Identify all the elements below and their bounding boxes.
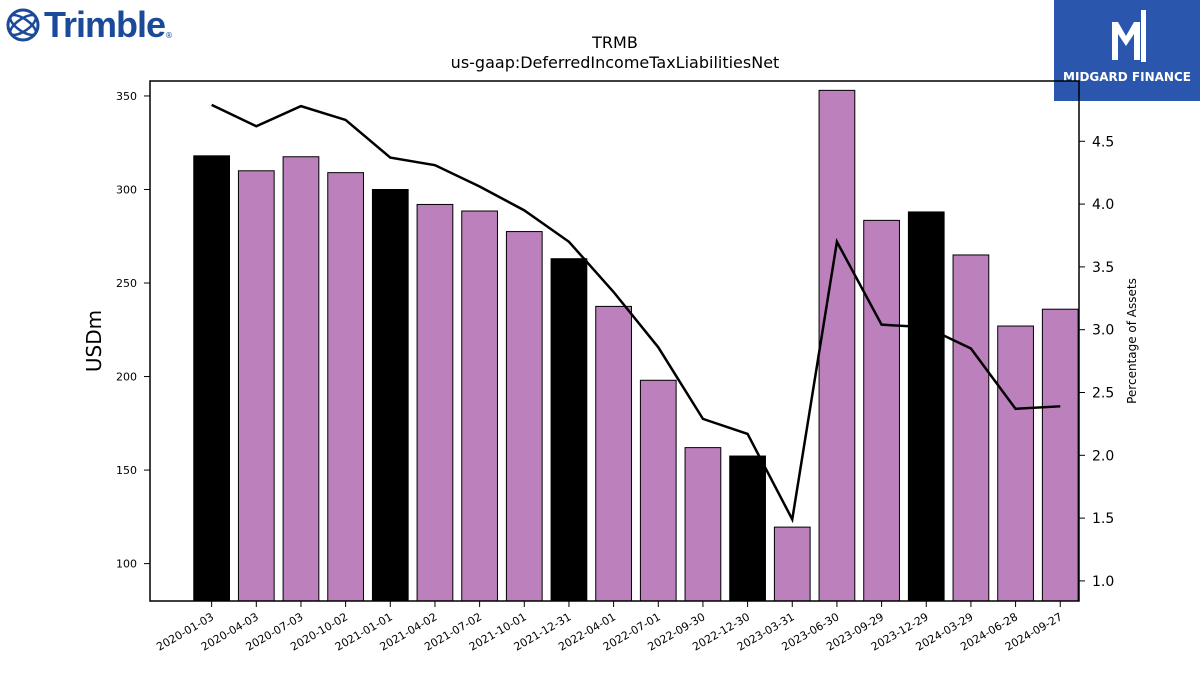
bar-2023-03-31 (773, 526, 811, 602)
bar-2022-12-30 (729, 455, 766, 602)
y2-axis-label: Percentage of Assets (1125, 278, 1139, 404)
y-tick-label: 150 (116, 464, 137, 477)
left-axis: 100 150 200 250 300 350 (116, 90, 150, 571)
y2-tick-label: 3.5 (1092, 260, 1114, 276)
y-tick-label: 100 (116, 558, 137, 571)
bar-2024-09-27 (1041, 308, 1079, 602)
globe-icon (6, 8, 40, 42)
bar-2023-09-29 (863, 219, 900, 602)
y-tick-label: 250 (116, 277, 137, 290)
bar-2024-06-28 (997, 325, 1034, 602)
y2-tick-label: 1.5 (1092, 511, 1114, 527)
bar-2020-01-03 (193, 155, 231, 602)
x-axis: 2020-01-032020-04-032020-07-032020-10-02… (154, 601, 1065, 654)
company-logo: Trimble ® (6, 6, 173, 44)
midgard-monogram-icon (1112, 10, 1146, 62)
chart-subtitle: us-gaap:DeferredIncomeTaxLiabilitiesNet (450, 53, 780, 72)
registered-mark: ® (165, 31, 174, 40)
watermark-text: MIDGARD FINANCE (1063, 70, 1191, 84)
watermark-badge: MIDGARD FINANCE (1054, 0, 1200, 101)
y-axis-label: USDm (82, 310, 106, 372)
bar-2021-04-02 (416, 203, 454, 602)
company-logo-text: Trimble (44, 4, 166, 45)
y2-tick-label: 2.5 (1092, 385, 1114, 401)
plot-frame (149, 80, 1080, 602)
y2-tick-label: 4.0 (1092, 197, 1114, 213)
percentage-line (211, 103, 1061, 524)
bar-2020-07-03 (282, 156, 320, 602)
y2-tick-label: 3.0 (1092, 323, 1114, 339)
y2-tick-label: 1.0 (1092, 574, 1114, 590)
bar-2021-01-01 (371, 188, 409, 602)
chart-title: TRMB (592, 33, 638, 52)
bar-2021-07-02 (461, 210, 498, 602)
bar-2022-09-30 (684, 447, 722, 602)
y2-tick-label: 4.5 (1092, 134, 1114, 150)
bar-2023-12-29 (907, 211, 945, 602)
right-axis: 1.0 1.5 2.0 2.5 3.0 3.5 4.0 4.5 (1079, 134, 1114, 590)
bar-2024-03-29 (952, 254, 990, 602)
y-tick-label: 300 (116, 183, 137, 196)
bar-series (193, 89, 1079, 602)
bar-2020-10-02 (327, 172, 364, 602)
bar-2022-04-01 (595, 305, 632, 602)
bar-2020-04-03 (237, 170, 275, 602)
bar-2023-06-30 (818, 89, 856, 602)
bar-2021-12-31 (550, 258, 588, 602)
bar-2021-10-01 (505, 231, 543, 602)
y-tick-label: 200 (116, 371, 137, 384)
y-tick-label: 350 (116, 90, 137, 103)
bar-2022-07-01 (639, 379, 677, 602)
y2-tick-label: 2.0 (1092, 448, 1114, 464)
